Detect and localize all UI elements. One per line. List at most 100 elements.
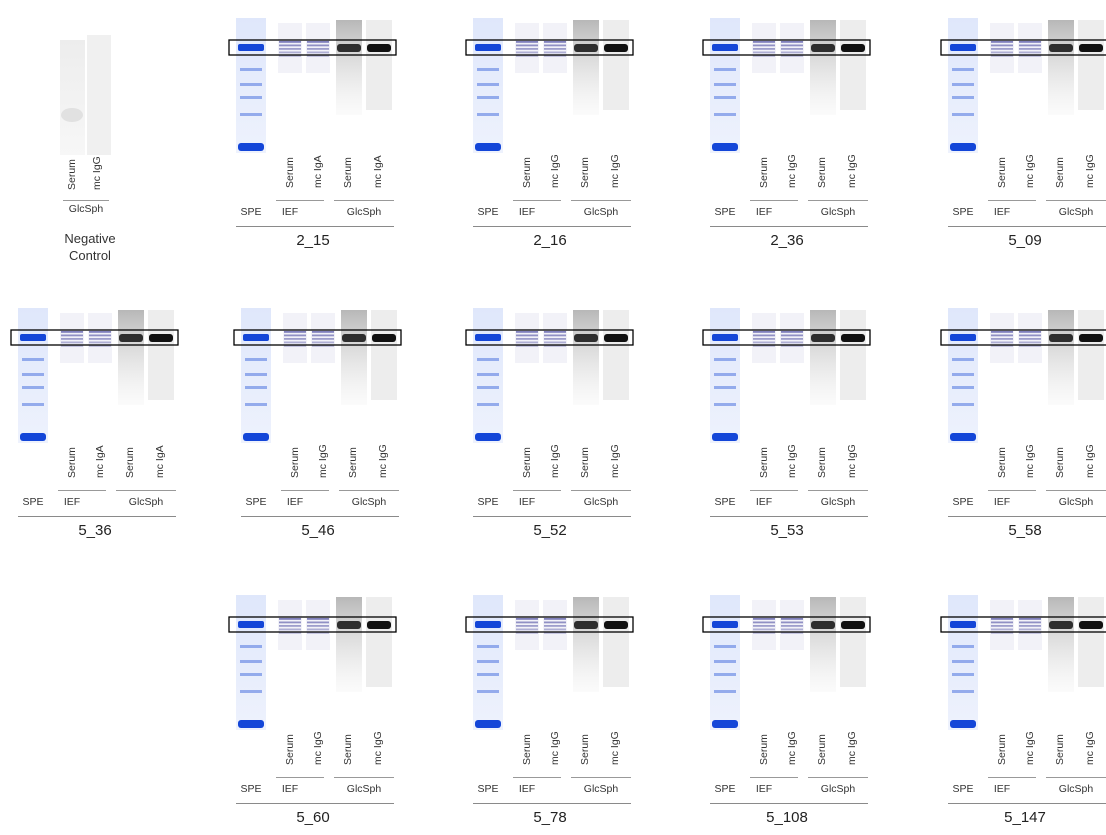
highlight-box <box>10 329 179 346</box>
spe-band <box>477 403 499 406</box>
neg-group-label: GlcSph <box>68 203 104 215</box>
ief-band <box>61 331 83 333</box>
ief-band <box>991 334 1013 337</box>
spe-band <box>477 386 499 389</box>
glcsph-band-mc <box>149 334 173 342</box>
ief-band <box>61 334 83 337</box>
lane-label-mc: mc IgG <box>846 731 858 765</box>
ief-band <box>544 51 566 54</box>
neg-group-line <box>63 200 109 201</box>
ief-band <box>279 55 301 57</box>
spe-band <box>714 358 736 361</box>
sample-id-2-16: 2_16 <box>533 232 567 249</box>
group-label-ief: IEF <box>755 783 773 795</box>
panel-5-108: Serum mc IgG Serum mc IgG SPE IEF GlcSph 5_108 <box>702 585 872 835</box>
lane-label-mc: mc IgG <box>609 154 621 188</box>
ief-band <box>279 618 301 620</box>
spe-band <box>714 96 736 99</box>
ief-band <box>753 44 775 47</box>
group-label-glcsph: GlcSph <box>583 206 619 218</box>
ief-band <box>516 341 538 344</box>
spe-band-bottom <box>243 433 269 441</box>
ief-band <box>307 44 329 47</box>
spe-band <box>952 373 974 376</box>
spe-band-albumin <box>950 334 976 341</box>
gel-5-52 <box>465 308 634 443</box>
spe-band <box>477 673 499 676</box>
ief-band <box>279 51 301 54</box>
spe-band <box>714 660 736 663</box>
neg-lane-label-mc: mc IgG <box>91 156 103 190</box>
glcsph-lane-mc <box>366 20 392 110</box>
glcsph-lane-mc <box>1078 597 1104 687</box>
ief-band <box>991 621 1013 624</box>
spe-band <box>714 113 736 116</box>
group-label-glcsph: GlcSph <box>820 206 856 218</box>
group-label-ief: IEF <box>281 783 299 795</box>
group-label-glcsph: GlcSph <box>820 783 856 795</box>
ief-band <box>781 334 803 337</box>
lane-label-mc: mc IgA <box>312 155 324 188</box>
ief-band <box>1019 621 1041 624</box>
group-label-ief: IEF <box>518 206 536 218</box>
group-line <box>750 200 798 201</box>
negative-control-title-2: Control <box>69 248 111 263</box>
ief-band <box>307 41 329 43</box>
panel-5-46: Serum mc IgG Serum mc IgG SPE IEF GlcSph 5_46 <box>233 298 403 548</box>
spe-band-bottom <box>238 143 264 151</box>
ief-band <box>753 331 775 333</box>
ief-band <box>753 51 775 54</box>
spe-band <box>477 83 499 86</box>
lane-label-serum: Serum <box>284 157 296 188</box>
lane-label-mc: mc IgG <box>549 731 561 765</box>
neg-lane-serum <box>60 40 85 155</box>
group-label-glcsph: GlcSph <box>346 783 382 795</box>
glcsph-band-serum <box>119 334 143 342</box>
ief-band <box>1019 48 1041 50</box>
glcsph-band-mc <box>367 44 391 52</box>
lane-label-serum: Serum <box>996 734 1008 765</box>
lane-label-serum: Serum <box>579 447 591 478</box>
gel-5-58 <box>940 308 1106 443</box>
highlight-box <box>940 329 1106 346</box>
glcsph-band-mc <box>372 334 396 342</box>
lane-label-mc: mc IgG <box>609 444 621 478</box>
sample-line <box>473 226 631 227</box>
lane-label-serum: Serum <box>342 157 354 188</box>
ief-band <box>307 625 329 627</box>
sample-id-5-09: 5_09 <box>1008 232 1042 249</box>
ief-band <box>516 44 538 47</box>
group-line <box>571 490 631 491</box>
glcsph-band-mc <box>841 44 865 52</box>
ief-band <box>516 51 538 54</box>
highlight-box <box>465 329 634 346</box>
group-label-ief: IEF <box>63 496 81 508</box>
ief-band <box>753 628 775 631</box>
group-label-ief: IEF <box>518 496 536 508</box>
group-line <box>276 777 324 778</box>
group-label-glcsph: GlcSph <box>820 496 856 508</box>
spe-band <box>22 386 44 389</box>
panel-5-36: Serum mc IgA Serum mc IgA SPE IEF GlcSph 5_36 <box>10 298 180 548</box>
spe-band <box>245 373 267 376</box>
spe-band <box>240 645 262 648</box>
ief-band <box>307 628 329 631</box>
panel-5-147: Serum mc IgG Serum mc IgG SPE IEF GlcSph 5_147 <box>940 585 1106 835</box>
spe-band <box>245 386 267 389</box>
lane-label-serum: Serum <box>758 157 770 188</box>
spe-band <box>952 660 974 663</box>
ief-band <box>781 632 803 634</box>
ief-band <box>753 625 775 627</box>
sample-id-5-46: 5_46 <box>301 522 335 539</box>
glcsph-band-mc <box>1079 334 1103 342</box>
lane-label-serum: Serum <box>579 734 591 765</box>
ief-band <box>544 628 566 631</box>
spe-band-bottom <box>238 720 264 728</box>
sample-id-2-15: 2_15 <box>296 232 330 249</box>
spe-band <box>477 645 499 648</box>
group-line <box>571 777 631 778</box>
highlight-box <box>702 329 871 346</box>
glcsph-band-serum <box>574 44 598 52</box>
lane-label-serum: Serum <box>758 447 770 478</box>
sample-line <box>473 803 631 804</box>
